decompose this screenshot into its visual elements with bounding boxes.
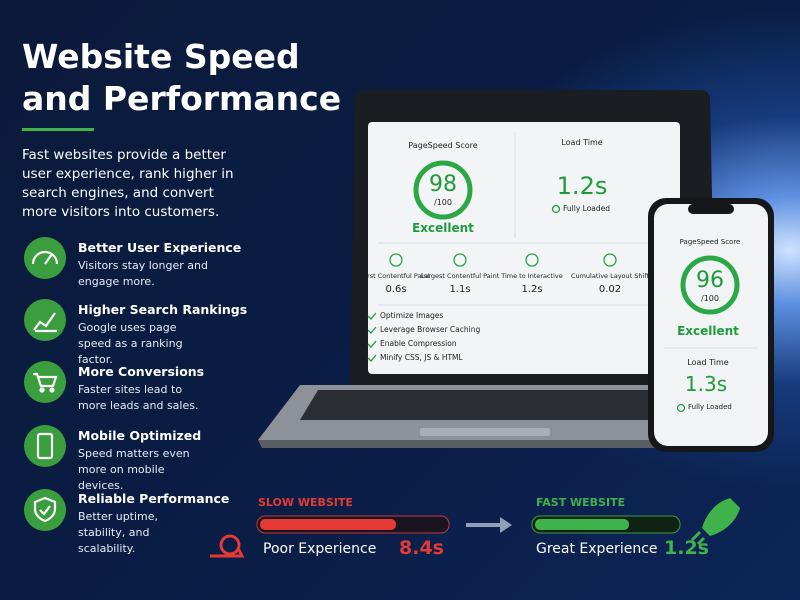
feature-text: Visitors stay longer and engage more. xyxy=(78,259,208,288)
phone-screen xyxy=(654,204,768,446)
check-marks xyxy=(367,204,561,362)
checklist-item: Minify CSS, JS & HTML xyxy=(380,353,463,362)
phone-score-rating: Excellent xyxy=(677,324,739,338)
rocket xyxy=(690,498,740,546)
load-status: Fully Loaded xyxy=(563,204,611,213)
slow-value: 8.4s xyxy=(399,537,444,559)
feature-title: Reliable Performance xyxy=(78,491,230,506)
feature-title: More Conversions xyxy=(78,364,205,379)
feature-text: Speed matters even more on mobile device… xyxy=(78,447,190,492)
laptop-dividers xyxy=(378,132,670,306)
load-label: Load Time xyxy=(561,138,603,147)
fast-bar-fill xyxy=(535,519,629,530)
fast-value: 1.2s xyxy=(664,537,709,559)
phone-score-ring xyxy=(680,255,740,315)
title: Website Speed xyxy=(22,37,300,76)
fast-label: FAST WEBSITE xyxy=(536,496,626,509)
score-label: PageSpeed Score xyxy=(408,141,478,150)
feature-text: Google uses page speed as a ranking fact… xyxy=(78,321,183,366)
slow-text: Poor Experience xyxy=(263,541,377,557)
phone-notch xyxy=(688,204,734,214)
laptop-screen xyxy=(368,122,680,374)
feature-title: Better User Experience xyxy=(78,240,242,255)
checklist-item: Optimize Images xyxy=(380,311,444,320)
feature-text: Faster sites lead to more leads and sale… xyxy=(78,383,199,412)
checklist-item: Leverage Browser Caching xyxy=(380,325,481,334)
intro: Fast websites provide a better user expe… xyxy=(22,147,234,220)
metric-value: 0.02 xyxy=(598,284,622,295)
metric-label: First Contentful Paint xyxy=(362,272,430,280)
metric-label: Cumulative Layout Shift xyxy=(570,272,650,280)
score-ring xyxy=(413,160,473,220)
title: and Performance xyxy=(22,79,342,118)
metric-value: 0.6s xyxy=(385,284,407,295)
snail xyxy=(210,534,245,558)
checklist-item: Enable Compression xyxy=(380,339,457,348)
icon-glyphs xyxy=(31,250,59,523)
phone-load-status: Fully Loaded xyxy=(688,403,732,411)
metric-label: Largest Contentful Paint xyxy=(420,272,500,280)
phone-check xyxy=(676,403,686,413)
underline xyxy=(22,128,94,131)
phone-score-value: 96 xyxy=(696,268,724,293)
arrow xyxy=(466,517,512,533)
phone-load-value: 1.3s xyxy=(684,372,728,396)
laptop-edge xyxy=(258,440,668,448)
feature-icons xyxy=(24,237,66,531)
feature-text: Better uptime, stability, and scalabilit… xyxy=(78,510,159,555)
score-rating: Excellent xyxy=(412,221,474,235)
phone-score-label: PageSpeed Score xyxy=(679,238,741,246)
score-value: 98 xyxy=(429,172,457,197)
phone-score-max: /100 xyxy=(701,294,719,303)
score-max: /100 xyxy=(434,198,452,207)
slow-bar-fill xyxy=(260,519,396,530)
feature-title: Mobile Optimized xyxy=(78,428,202,443)
keyboard xyxy=(300,390,708,420)
feature-title: Higher Search Rankings xyxy=(78,302,248,317)
phone-load-label: Load Time xyxy=(687,358,729,367)
metric-value: 1.2s xyxy=(521,284,543,295)
metric-icons xyxy=(389,253,617,267)
trackpad xyxy=(420,428,550,436)
fast-text: Great Experience xyxy=(536,541,658,557)
metric-value: 1.1s xyxy=(449,284,471,295)
slow-label: SLOW WEBSITE xyxy=(258,496,353,509)
load-value: 1.2s xyxy=(556,172,608,200)
metric-label: Time to Interactive xyxy=(501,272,563,280)
